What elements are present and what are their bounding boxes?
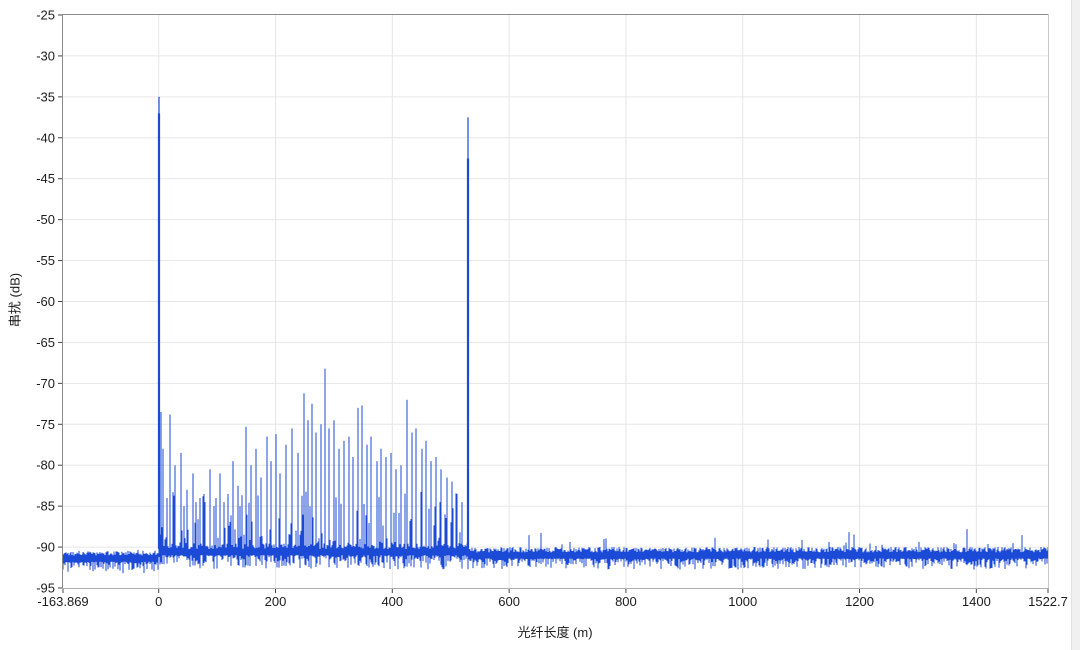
y-tick-label: -95	[36, 581, 55, 596]
y-tick-label: -55	[36, 253, 55, 268]
x-tick-label: 200	[265, 594, 287, 609]
x-tick-label: 1000	[728, 594, 757, 609]
x-tick-label: 1400	[962, 594, 991, 609]
y-tick-label: -80	[36, 458, 55, 473]
y-tick-label: -30	[36, 48, 55, 63]
y-tick-label: -70	[36, 376, 55, 391]
x-tick-label: 400	[381, 594, 403, 609]
y-tick-label: -90	[36, 540, 55, 555]
y-tick-label: -50	[36, 212, 55, 227]
y-tick-label: -75	[36, 417, 55, 432]
x-tick-label: -163.869	[37, 594, 88, 609]
y-tick-label: -85	[36, 499, 55, 514]
x-tick-label: 0	[155, 594, 162, 609]
x-axis-title: 光纤长度 (m)	[517, 625, 593, 640]
y-tick-label: -35	[36, 89, 55, 104]
x-tick-label: 1200	[845, 594, 874, 609]
x-tick-label: 1522.7	[1028, 594, 1068, 609]
window-edge-strip	[1071, 0, 1080, 650]
y-tick-label: -45	[36, 171, 55, 186]
y-tick-label: -65	[36, 335, 55, 350]
trace-noise	[62, 368, 1049, 574]
x-tick-label: 800	[615, 594, 637, 609]
y-tick-label: -25	[36, 8, 55, 23]
y-tick-label: -60	[36, 294, 55, 309]
x-tick-label: 600	[498, 594, 520, 609]
y-axis-title: 串扰 (dB)	[7, 272, 23, 328]
y-tick-label: -40	[36, 130, 55, 145]
